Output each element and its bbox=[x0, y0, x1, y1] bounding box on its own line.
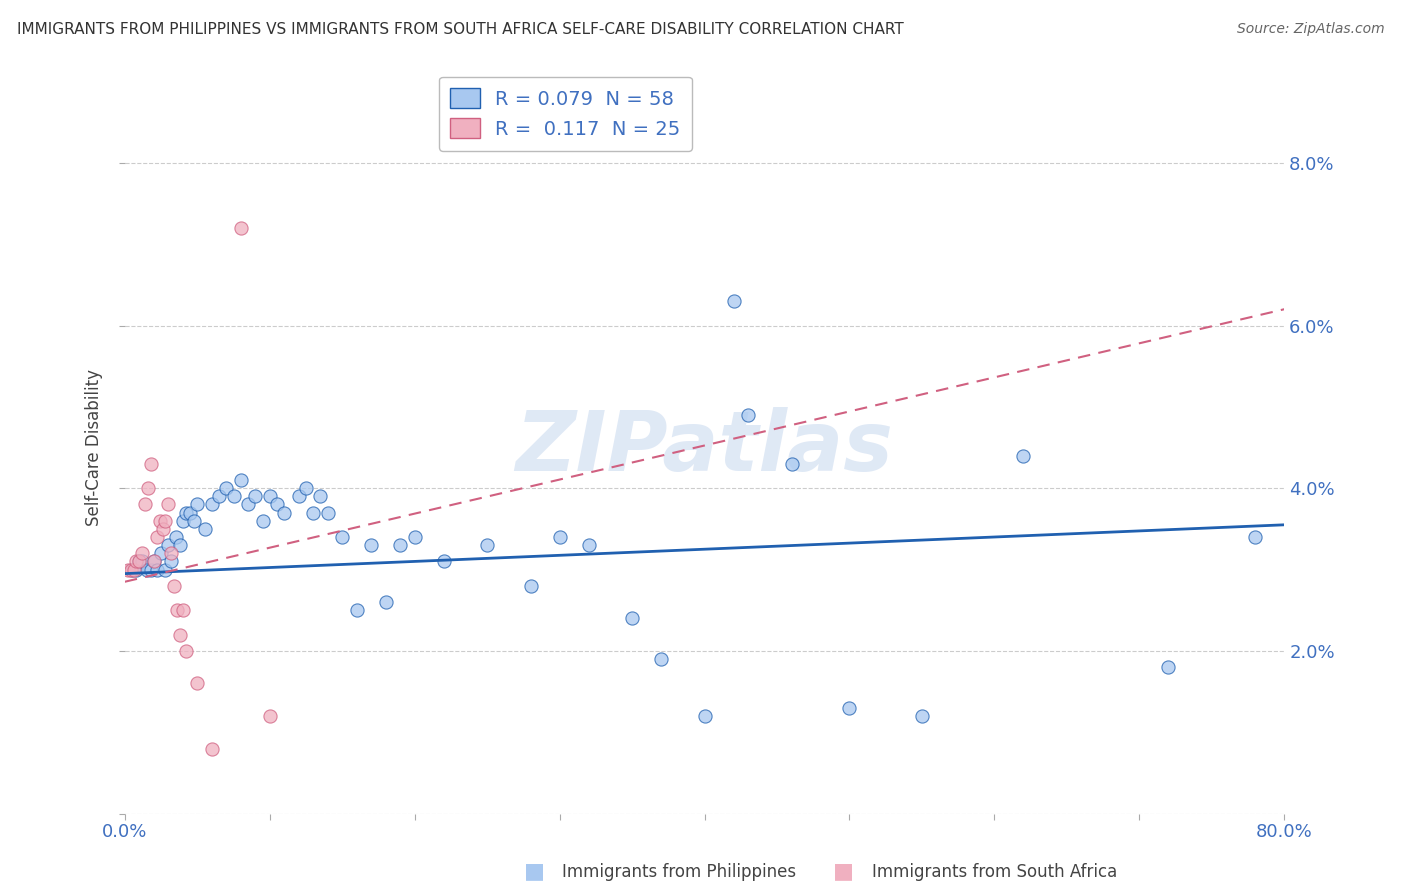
Point bbox=[131, 554, 153, 568]
Text: Immigrants from Philippines: Immigrants from Philippines bbox=[562, 863, 797, 881]
Point bbox=[183, 514, 205, 528]
Point bbox=[179, 506, 201, 520]
Point bbox=[134, 498, 156, 512]
Text: ZIPatlas: ZIPatlas bbox=[516, 407, 893, 488]
Point bbox=[169, 627, 191, 641]
Point bbox=[149, 514, 172, 528]
Point bbox=[229, 473, 252, 487]
Point bbox=[208, 489, 231, 503]
Point bbox=[780, 457, 803, 471]
Point bbox=[475, 538, 498, 552]
Point bbox=[346, 603, 368, 617]
Point bbox=[160, 546, 183, 560]
Point bbox=[519, 579, 541, 593]
Point bbox=[172, 603, 194, 617]
Point bbox=[1157, 660, 1180, 674]
Point bbox=[172, 514, 194, 528]
Point bbox=[245, 489, 267, 503]
Point bbox=[650, 652, 672, 666]
Point bbox=[131, 546, 153, 560]
Point bbox=[1012, 449, 1035, 463]
Point bbox=[389, 538, 412, 552]
Point bbox=[120, 563, 142, 577]
Point bbox=[139, 457, 162, 471]
Point bbox=[259, 709, 281, 723]
Point bbox=[316, 506, 339, 520]
Point bbox=[273, 506, 295, 520]
Point bbox=[309, 489, 332, 503]
Point bbox=[201, 498, 224, 512]
Y-axis label: Self-Care Disability: Self-Care Disability bbox=[86, 369, 103, 526]
Point bbox=[121, 563, 143, 577]
Point bbox=[229, 220, 252, 235]
Point bbox=[548, 530, 571, 544]
Point bbox=[145, 563, 167, 577]
Point bbox=[169, 538, 191, 552]
Point bbox=[302, 506, 325, 520]
Point bbox=[174, 644, 197, 658]
Point bbox=[139, 563, 162, 577]
Point bbox=[152, 522, 174, 536]
Point bbox=[266, 498, 288, 512]
Point bbox=[165, 530, 187, 544]
Point bbox=[142, 554, 165, 568]
Point bbox=[259, 489, 281, 503]
Point bbox=[252, 514, 274, 528]
Point bbox=[193, 522, 215, 536]
Point bbox=[215, 481, 238, 495]
Point bbox=[122, 563, 145, 577]
Point bbox=[360, 538, 382, 552]
Point bbox=[135, 563, 157, 577]
Point bbox=[186, 498, 208, 512]
Point bbox=[222, 489, 245, 503]
Text: IMMIGRANTS FROM PHILIPPINES VS IMMIGRANTS FROM SOUTH AFRICA SELF-CARE DISABILITY: IMMIGRANTS FROM PHILIPPINES VS IMMIGRANT… bbox=[17, 22, 904, 37]
Text: ■: ■ bbox=[524, 862, 544, 881]
Point bbox=[128, 554, 150, 568]
Point bbox=[157, 498, 180, 512]
Point bbox=[142, 554, 165, 568]
Point bbox=[166, 603, 188, 617]
Point bbox=[150, 546, 173, 560]
Point bbox=[160, 554, 183, 568]
Legend: R = 0.079  N = 58, R =  0.117  N = 25: R = 0.079 N = 58, R = 0.117 N = 25 bbox=[439, 77, 692, 151]
Point bbox=[374, 595, 396, 609]
Point bbox=[125, 554, 148, 568]
Text: Source: ZipAtlas.com: Source: ZipAtlas.com bbox=[1237, 22, 1385, 37]
Text: Immigrants from South Africa: Immigrants from South Africa bbox=[872, 863, 1116, 881]
Point bbox=[737, 408, 759, 422]
Point bbox=[125, 563, 148, 577]
Point bbox=[155, 514, 177, 528]
Point bbox=[723, 294, 745, 309]
Point bbox=[404, 530, 426, 544]
Point bbox=[117, 563, 139, 577]
Text: ■: ■ bbox=[834, 862, 853, 881]
Point bbox=[128, 554, 150, 568]
Point bbox=[295, 481, 318, 495]
Point bbox=[145, 530, 167, 544]
Point bbox=[578, 538, 600, 552]
Point bbox=[911, 709, 934, 723]
Point bbox=[163, 579, 186, 593]
Point bbox=[136, 481, 159, 495]
Point bbox=[186, 676, 208, 690]
Point bbox=[155, 563, 177, 577]
Point bbox=[157, 538, 180, 552]
Point bbox=[1244, 530, 1267, 544]
Point bbox=[174, 506, 197, 520]
Point bbox=[838, 701, 860, 715]
Point bbox=[621, 611, 644, 625]
Point bbox=[433, 554, 456, 568]
Point bbox=[236, 498, 259, 512]
Point bbox=[201, 741, 224, 756]
Point bbox=[330, 530, 353, 544]
Point bbox=[287, 489, 309, 503]
Point bbox=[693, 709, 716, 723]
